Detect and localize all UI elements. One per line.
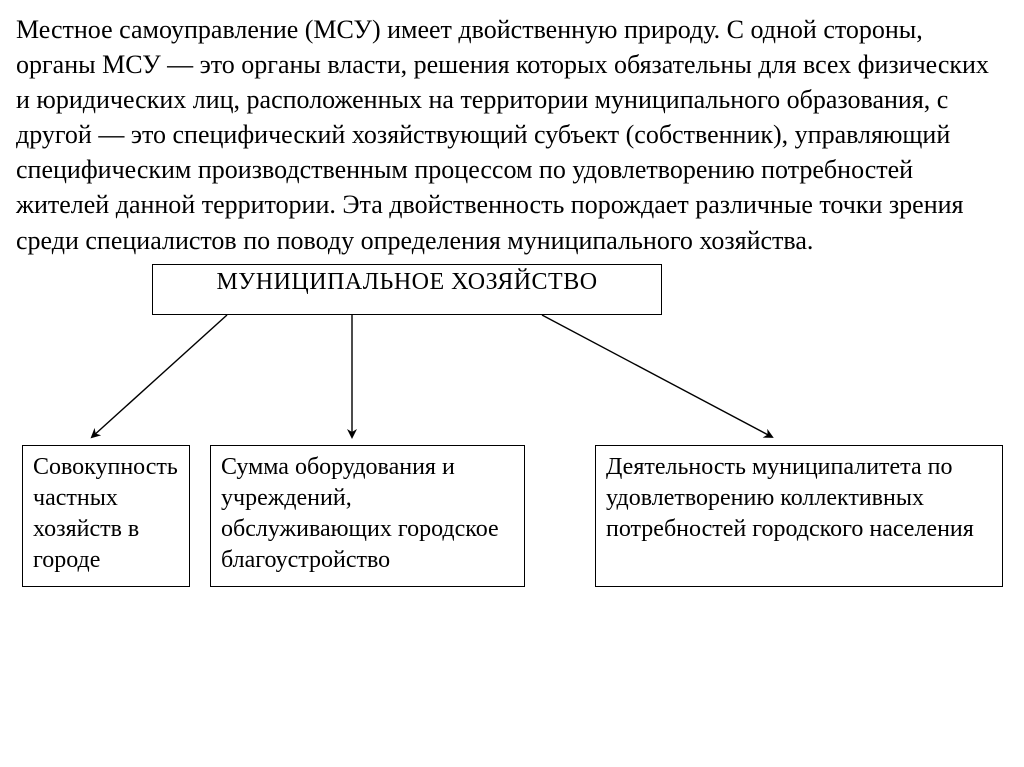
leaf-node-3: Деятельность муниципалитета по удовлетво… (595, 445, 1003, 588)
leaf-row: Совокупность частных хозяйств в городе С… (22, 445, 1002, 588)
leaf-node-2: Сумма оборудования и учреждений, обслужи… (210, 445, 525, 588)
leaf-node-2-label: Сумма оборудования и учреждений, обслужи… (221, 454, 499, 574)
arrow-right (542, 315, 772, 437)
root-node: МУНИЦИПАЛЬНОЕ ХОЗЯЙСТВО (152, 264, 662, 315)
root-node-label: МУНИЦИПАЛЬНОЕ ХОЗЯЙСТВО (216, 269, 597, 295)
arrows-svg (22, 315, 1002, 445)
arrow-area (22, 315, 1002, 445)
diagram-container: МУНИЦИПАЛЬНОЕ ХОЗЯЙСТВО Совокупность час… (22, 264, 1002, 588)
leaf-node-1: Совокупность частных хозяйств в городе (22, 445, 190, 588)
intro-paragraph: Местное самоуправление (МСУ) имеет двойс… (16, 12, 1008, 258)
leaf-node-1-label: Совокупность частных хозяйств в городе (33, 454, 178, 574)
arrow-left (92, 315, 227, 437)
leaf-node-3-label: Деятельность муниципалитета по удовлетво… (606, 454, 974, 542)
